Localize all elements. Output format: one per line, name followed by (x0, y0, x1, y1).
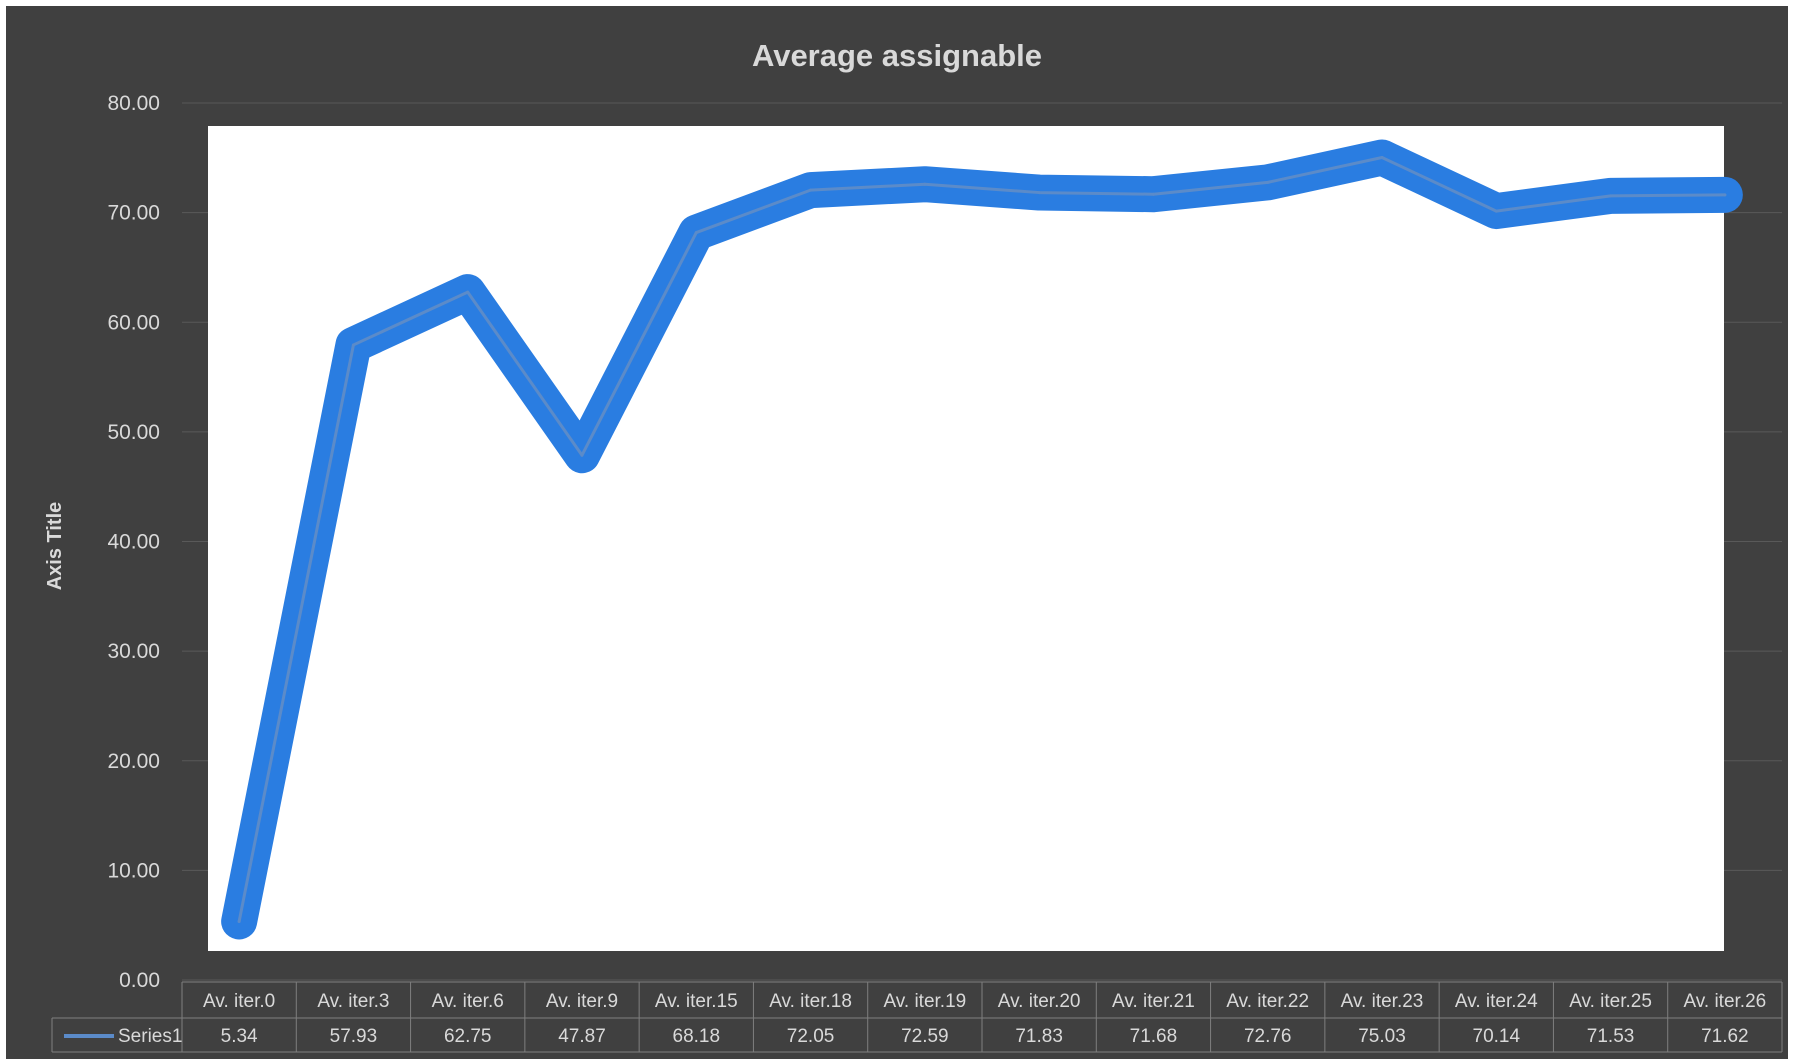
chart-title: Average assignable (752, 38, 1042, 73)
data-point (1723, 193, 1727, 197)
data-value-label: 75.03 (1358, 1026, 1406, 1047)
series-line (237, 155, 1727, 923)
y-axis-title: Axis Title (44, 502, 66, 591)
y-tick-label: 60.00 (107, 311, 160, 334)
category-label: Av. iter.24 (1455, 991, 1538, 1012)
y-axis-ticks: 0.00 10.00 20.00 30.00 40.00 50.00 60.00 70.00 8… (107, 92, 160, 992)
category-label: Av. iter.18 (769, 991, 852, 1012)
y-tick-label: 50.00 (107, 421, 160, 444)
data-point (923, 182, 927, 186)
chart-frame: Average assignable Axis Title 0.00 10.00 2… (6, 6, 1788, 1059)
data-point (809, 188, 813, 192)
data-point (1037, 191, 1041, 195)
y-tick-label: 80.00 (107, 92, 160, 115)
data-table: Av. iter.0 Av. iter.3 Av. iter.6 Av. iter.9… (51, 981, 1783, 1053)
y-tick-label: 40.00 (107, 531, 160, 554)
y-tick-label: 30.00 (107, 640, 160, 663)
category-label: Av. iter.6 (432, 991, 504, 1012)
category-label: Av. iter.0 (203, 991, 275, 1012)
category-label: Av. iter.22 (1226, 991, 1309, 1012)
data-value-label: 5.34 (221, 1026, 258, 1047)
series-group (221, 139, 1743, 940)
data-value-label: 72.59 (901, 1026, 949, 1047)
data-value-label: 71.62 (1701, 1026, 1749, 1047)
data-point (1494, 209, 1498, 213)
category-label: Av. iter.19 (883, 991, 966, 1012)
y-tick-label: 0.00 (119, 969, 160, 992)
chart-svg: Average assignable Axis Title 0.00 10.00 2… (44, 38, 1783, 1053)
category-label: Av. iter.15 (655, 991, 738, 1012)
category-label: Av. iter.9 (546, 991, 618, 1012)
y-tick-label: 20.00 (107, 750, 160, 773)
data-value-label: 72.76 (1244, 1026, 1292, 1047)
data-value-label: 71.53 (1587, 1026, 1635, 1047)
data-value-label: 71.83 (1015, 1026, 1063, 1047)
data-value-label: 70.14 (1473, 1026, 1521, 1047)
data-point (351, 343, 355, 347)
plot-area (208, 126, 1724, 951)
data-point (580, 453, 584, 457)
data-value-label: 62.75 (444, 1026, 492, 1047)
legend-series-name: Series1 (118, 1026, 182, 1047)
data-value-label: 47.87 (558, 1026, 606, 1047)
data-value-label: 71.68 (1130, 1026, 1178, 1047)
data-point (694, 231, 698, 235)
data-value-label: 57.93 (330, 1026, 378, 1047)
data-point (1380, 155, 1384, 159)
y-tick-label: 70.00 (107, 202, 160, 225)
data-point (1609, 194, 1613, 198)
y-tick-label: 10.00 (107, 859, 160, 882)
category-label: Av. iter.3 (317, 991, 389, 1012)
data-value-label: 72.05 (787, 1026, 835, 1047)
data-point (1151, 192, 1155, 196)
data-point (1266, 180, 1270, 184)
data-point (237, 919, 241, 923)
category-label: Av. iter.26 (1683, 991, 1766, 1012)
category-label: Av. iter.20 (998, 991, 1081, 1012)
data-value-label: 68.18 (673, 1026, 721, 1047)
category-label: Av. iter.21 (1112, 991, 1195, 1012)
category-label: Av. iter.25 (1569, 991, 1652, 1012)
category-label: Av. iter.23 (1341, 991, 1424, 1012)
data-point (466, 290, 470, 294)
